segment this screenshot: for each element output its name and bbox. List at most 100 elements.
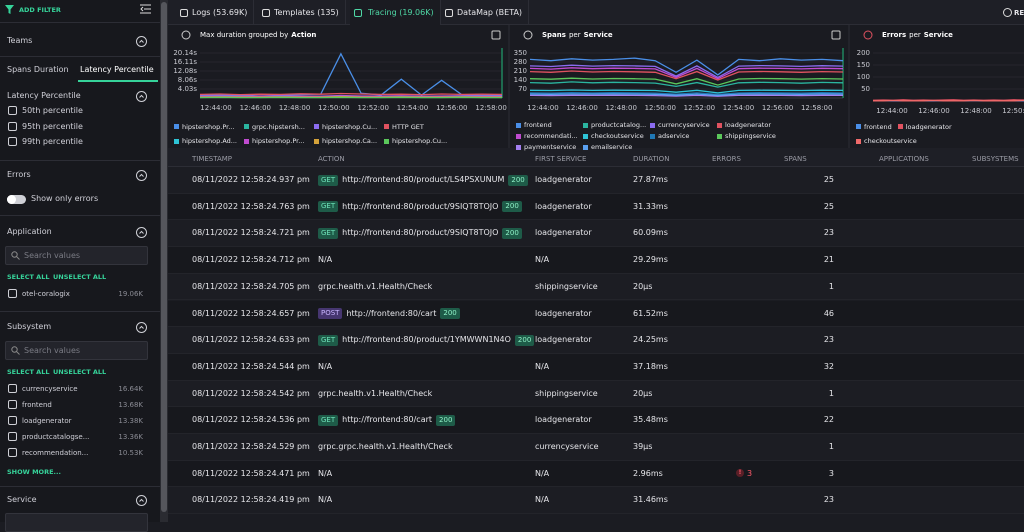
- search-box[interactable]: Search values: [5, 341, 148, 360]
- legend-item[interactable]: checkoutservice: [856, 136, 917, 148]
- legend-label: frontend: [864, 123, 892, 131]
- checkbox[interactable]: [8, 289, 17, 298]
- action: http://frontend:80/product/9SIQT8TOJO: [342, 228, 498, 238]
- item-count: 10.53K: [118, 448, 143, 458]
- checkbox[interactable]: [8, 400, 17, 409]
- collapse-icon[interactable]: [136, 322, 147, 333]
- checkbox-label: 50th percentile: [22, 106, 83, 116]
- cell-first-service: loadgenerator: [535, 309, 592, 319]
- item-name: otel-coralogix: [22, 289, 70, 299]
- cell-timestamp: 08/11/2022 12:58:24.937 pm: [192, 175, 310, 185]
- collapse-icon[interactable]: [136, 36, 147, 47]
- cell-spans: 3: [814, 469, 834, 479]
- cell-duration: 2.96ms: [633, 469, 663, 479]
- legend-label: hipstershop.Ad...: [182, 137, 237, 145]
- legend-item[interactable]: grpc.hipstersh...: [244, 121, 314, 133]
- cell-timestamp: 08/11/2022 12:58:24.657 pm: [192, 309, 310, 319]
- cell-timestamp: 08/11/2022 12:58:24.763 pm: [192, 202, 310, 212]
- collapse-icon[interactable]: [136, 170, 147, 181]
- legend-label: emailservice: [591, 143, 632, 151]
- checkbox[interactable]: [8, 384, 17, 393]
- checkbox-label: 95th percentile: [22, 122, 83, 132]
- checkbox[interactable]: [8, 122, 17, 131]
- cell-first-service: N/A: [535, 495, 549, 505]
- item-count: 13.38K: [118, 416, 143, 426]
- legend-item[interactable]: hipstershop.Ca...: [314, 136, 384, 148]
- item-name: frontend: [22, 400, 52, 410]
- x-tick-label: 12:48:00: [279, 104, 310, 112]
- cell-duration: 31.46ms: [633, 495, 668, 505]
- legend-item[interactable]: currencyservice: [650, 121, 717, 129]
- checkbox[interactable]: [8, 106, 17, 115]
- collapse-icon[interactable]: [136, 495, 147, 506]
- legend-label: recommendati...: [524, 132, 578, 140]
- cell-timestamp: 08/11/2022 12:58:24.544 pm: [192, 362, 310, 372]
- toggle[interactable]: [7, 195, 26, 204]
- checkbox[interactable]: [8, 432, 17, 441]
- separator: [0, 56, 160, 57]
- item-count: 19.06K: [118, 289, 143, 299]
- legend: hipstershop.Pr...grpc.hipstersh...hipste…: [174, 121, 500, 147]
- menu-icon[interactable]: [140, 4, 151, 14]
- legend-item[interactable]: loadgenerator: [898, 121, 952, 133]
- title-part: Errors: [882, 31, 906, 39]
- checkbox[interactable]: [8, 448, 17, 457]
- action-cell: grpc.health.v1.Health/Check: [318, 387, 432, 401]
- unselect-all: UNSELECT ALL: [53, 272, 106, 282]
- checkbox[interactable]: [8, 137, 17, 146]
- action: grpc.health.v1.Health/Check: [318, 389, 432, 399]
- legend-item[interactable]: shippingservice: [717, 132, 784, 140]
- legend-item[interactable]: loadgenerator: [717, 121, 784, 129]
- legend-item[interactable]: HTTP GET: [384, 121, 454, 133]
- legend-item[interactable]: frontend: [516, 121, 583, 129]
- legend-label: productcatalog...: [591, 121, 646, 129]
- collapse-icon[interactable]: [136, 227, 147, 238]
- legend-item[interactable]: emailservice: [583, 143, 650, 151]
- column-header: SUBSYSTEMS: [972, 154, 1019, 164]
- cell-timestamp: 08/11/2022 12:58:24.419 pm: [192, 495, 310, 505]
- legend-item[interactable]: hipstershop.Cu...: [314, 121, 384, 133]
- legend-item[interactable]: productcatalog...: [583, 121, 650, 129]
- legend: frontend loadgenerator checkoutservice: [856, 121, 1016, 147]
- cell-spans: 21: [814, 255, 834, 265]
- action: http://frontend:80/product/9SIQT8TOJO: [342, 202, 498, 212]
- collapse-icon[interactable]: [136, 91, 147, 102]
- legend-item[interactable]: hipstershop.Pr...: [244, 136, 314, 148]
- y-tick-label: 20.14s: [173, 49, 197, 57]
- x-tick-label: 12:46:00: [918, 107, 949, 115]
- legend-item[interactable]: hipstershop.Cu...: [384, 136, 454, 148]
- legend-item[interactable]: recommendati...: [516, 132, 583, 140]
- legend-item[interactable]: hipstershop.Ad...: [174, 136, 244, 148]
- item-name: recommendation...: [22, 448, 88, 458]
- funnel: [5, 5, 14, 14]
- legend-item[interactable]: paymentservice: [516, 143, 583, 151]
- cell-first-service: shippingservice: [535, 282, 598, 292]
- legend-item[interactable]: frontend: [856, 121, 892, 133]
- legend-label: currencyservice: [658, 121, 710, 129]
- menu: [140, 4, 151, 14]
- y-tick-label: 12.08s: [173, 67, 197, 75]
- toggle-label: Show only errors: [31, 194, 98, 204]
- checkbox[interactable]: [8, 416, 17, 425]
- legend-item[interactable]: hipstershop.Pr...: [174, 121, 244, 133]
- search-box[interactable]: Search values: [5, 246, 148, 265]
- legend-item[interactable]: checkoutservice: [583, 132, 650, 140]
- status-badge: 200: [502, 201, 521, 212]
- search-box[interactable]: [5, 513, 148, 532]
- legend-item[interactable]: adservice: [650, 132, 717, 140]
- cell-first-service: loadgenerator: [535, 175, 592, 185]
